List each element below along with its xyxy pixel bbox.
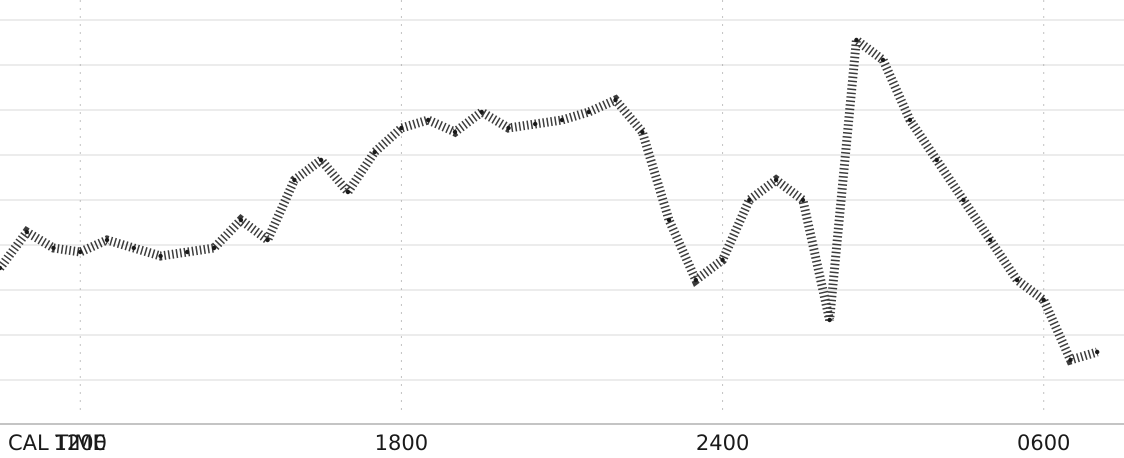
data-point: [185, 249, 190, 255]
data-point: [693, 277, 698, 283]
data-point: [961, 197, 966, 203]
data-point: [1041, 297, 1046, 303]
data-point: [827, 317, 832, 323]
data-point: [988, 237, 993, 243]
data-point: [934, 157, 939, 163]
data-point: [211, 245, 217, 251]
data-point: [452, 129, 458, 135]
data-point: [586, 109, 591, 115]
data-point: [506, 125, 511, 131]
data-point: [426, 117, 431, 123]
x-tick-label: 1800: [375, 431, 428, 455]
data-point: [854, 37, 859, 43]
data-point: [773, 177, 779, 183]
data-point: [51, 245, 56, 251]
data-point: [265, 237, 270, 243]
grid-lines: [0, 0, 1124, 410]
data-point: [78, 249, 83, 255]
data-point: [238, 217, 244, 223]
x-axis-label: CAL TIME: [8, 431, 106, 455]
data-point: [720, 257, 725, 263]
x-tick-label: 1200: [54, 431, 107, 455]
data-point: [640, 129, 645, 135]
data-point: [345, 189, 351, 195]
data-point: [533, 121, 538, 127]
x-tick-label: 2400: [696, 431, 749, 455]
x-tick-label: 0600: [1017, 431, 1070, 455]
x-axis: CAL TIME: [0, 423, 1124, 455]
data-point: [292, 177, 297, 183]
x-tick-labels: 1200 1800 2400 0600: [54, 431, 1071, 455]
data-point: [1014, 277, 1020, 283]
data-trace: [0, 31, 1100, 366]
data-point: [907, 117, 913, 123]
data-point: [104, 237, 110, 243]
series-line: [0, 31, 1099, 366]
data-point: [24, 229, 29, 235]
data-point: [800, 197, 806, 203]
data-point: [1068, 357, 1073, 363]
data-point: [559, 117, 565, 123]
data-point: [747, 197, 752, 203]
data-point: [613, 97, 618, 103]
data-point: [0, 265, 3, 271]
data-point: [399, 125, 404, 131]
data-point: [880, 57, 886, 63]
data-point: [131, 245, 136, 251]
data-point: [666, 217, 672, 223]
data-point: [1095, 349, 1100, 355]
data-point: [479, 109, 484, 115]
data-point: [158, 253, 163, 259]
data-point: [372, 149, 377, 155]
data-point: [318, 157, 324, 163]
